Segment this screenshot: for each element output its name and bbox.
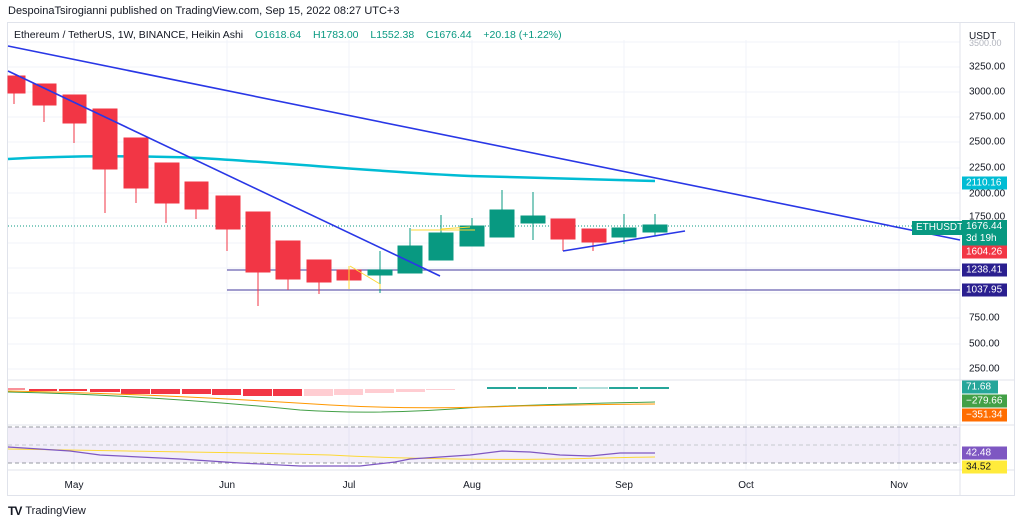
ma-value-label: 2110.16 xyxy=(962,176,1007,190)
legend-open: O1618.64 xyxy=(255,29,302,41)
legend-change: +20.18 (+1.22%) xyxy=(483,29,562,41)
legend-low: L1552.38 xyxy=(370,29,415,41)
support-1-label: 1238.41 xyxy=(962,263,1007,277)
price-tick: 250.00 xyxy=(969,363,1000,375)
time-tick: Jul xyxy=(342,480,356,491)
chart-legend: Ethereum / TetherUS, 1W, BINANCE, Heikin… xyxy=(14,29,562,41)
bar-countdown: 3d 19h xyxy=(966,233,997,244)
price-tick: 2750.00 xyxy=(969,111,1006,123)
price-tick: 2500.00 xyxy=(969,136,1006,148)
time-tick: Aug xyxy=(463,480,481,491)
time-tick: Sep xyxy=(615,480,633,491)
last-price-value: 1676.44 xyxy=(966,221,1003,232)
publisher-line: DespoinaTsirogianni published on Trading… xyxy=(8,5,400,17)
macd-histogram-label: 71.68 xyxy=(962,380,998,394)
macd-line xyxy=(7,391,656,413)
brand-name: TradingView xyxy=(25,505,86,517)
support-2-label: 1037.95 xyxy=(962,283,1007,297)
price-tick: 2000.00 xyxy=(969,188,1006,200)
trendline-steep xyxy=(7,70,441,277)
tradingview-logo-icon: TV xyxy=(8,504,22,518)
price-tick: 2250.00 xyxy=(969,162,1006,174)
time-tick: May xyxy=(64,480,84,491)
rsi-ma-line xyxy=(7,448,656,460)
rsi-line xyxy=(7,446,655,467)
trendline-support xyxy=(562,230,686,252)
legend-close: C1676.44 xyxy=(426,29,472,41)
macd-signal-label: −351.34 xyxy=(962,408,1007,422)
candles xyxy=(7,75,668,306)
macd-signal-line xyxy=(7,390,656,409)
grid-lines xyxy=(8,40,960,470)
trendline-main xyxy=(7,45,961,241)
chart-frame xyxy=(7,22,1015,496)
price-tick: 3000.00 xyxy=(969,86,1006,98)
price-tick: 3250.00 xyxy=(969,61,1006,73)
price-tick: 750.00 xyxy=(969,312,1000,324)
rsi-value-label: 42.48 xyxy=(962,446,1007,460)
price-tick: 1750.00 xyxy=(969,211,1006,223)
price-axis-currency: USDT xyxy=(969,31,997,42)
price-tick: 3500.00 xyxy=(969,38,1002,48)
time-tick: Nov xyxy=(890,480,908,491)
price-tick: 500.00 xyxy=(969,338,1000,350)
legend-symbol: Ethereum / TetherUS, 1W, BINANCE, Heikin… xyxy=(14,29,244,41)
macd-line-label: −279.66 xyxy=(962,394,1007,408)
macd-histogram xyxy=(8,387,669,396)
last-price-label: 1676.44 3d 19h xyxy=(962,220,1007,246)
rsi-ma-label: 34.52 xyxy=(962,460,1007,474)
trendline-price-label: 1604.26 xyxy=(962,245,1007,259)
footer-branding[interactable]: TV TradingView xyxy=(8,504,86,518)
time-tick: Jun xyxy=(218,480,236,491)
legend-high: H1783.00 xyxy=(312,29,359,41)
symbol-tag: ETHUSDT xyxy=(912,221,968,235)
time-tick: Oct xyxy=(738,480,754,491)
